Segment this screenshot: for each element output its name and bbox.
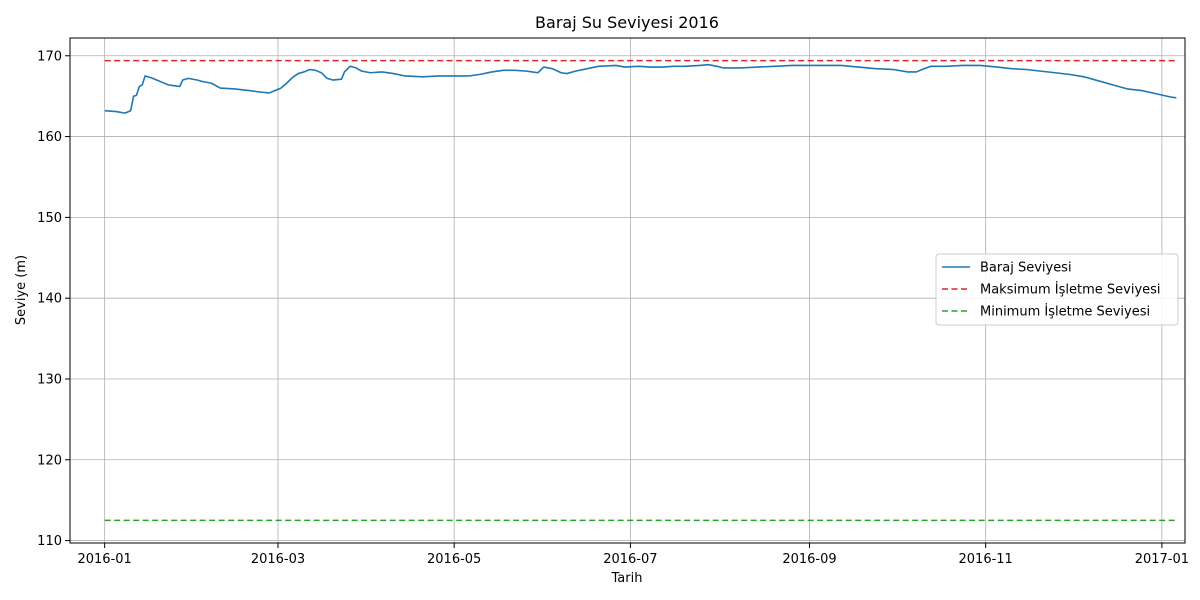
y-tick-label: 110 <box>37 534 62 549</box>
x-tick-label: 2016-07 <box>603 552 657 567</box>
chart-title: Baraj Su Seviyesi 2016 <box>535 13 719 32</box>
x-tick-label: 2016-01 <box>77 552 131 567</box>
x-tick-label: 2016-09 <box>782 552 836 567</box>
series-lines <box>104 59 1177 522</box>
x-tick-label: 2016-11 <box>959 552 1013 567</box>
legend: Baraj Seviyesi Maksimum İşletme Seviyesi M… <box>935 253 1179 326</box>
y-tick-label: 150 <box>37 211 62 226</box>
y-tick-label: 140 <box>37 292 62 307</box>
y-tick-label: 130 <box>37 372 62 387</box>
x-tick-label: 2016-05 <box>427 552 481 567</box>
legend-box <box>935 253 1179 326</box>
x-tick-label: 2017-01 <box>1135 552 1189 567</box>
x-axis-label: Tarih <box>611 571 643 586</box>
plot-frame <box>69 37 1186 544</box>
legend-label-1: Baraj Seviyesi <box>980 261 1072 276</box>
y-tick-label: 120 <box>37 453 62 468</box>
y-tick-label: 170 <box>37 49 62 64</box>
series-line-1 <box>104 63 1177 114</box>
y-axis-label: Seviye (m) <box>14 255 29 325</box>
legend-label-2: Maksimum İşletme Seviyesi <box>980 282 1161 298</box>
y-tick-label: 160 <box>37 130 62 145</box>
legend-label-3: Minimum İşletme Seviyesi <box>980 304 1150 320</box>
x-tick-label: 2016-03 <box>251 552 305 567</box>
axis-ticks: 2016-01 2016-03 2016-05 2016-07 2016-09 2016-… <box>37 49 1189 567</box>
